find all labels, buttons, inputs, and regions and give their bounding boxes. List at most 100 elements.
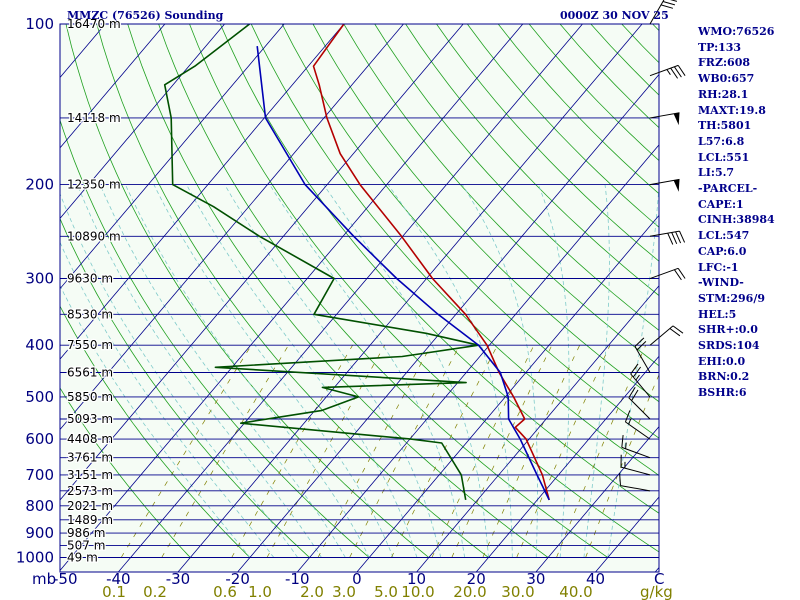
temperature-unit-label: C — [654, 570, 664, 588]
isotherm — [296, 557, 310, 572]
wind-barb — [634, 337, 651, 373]
height-label: 8530 m — [67, 307, 113, 321]
height-label: 3151 m — [67, 468, 113, 482]
height-label: 6561 m — [67, 365, 113, 379]
index-item: WB0:657 — [698, 72, 755, 86]
wind-barb — [649, 325, 684, 346]
mixing-ratio-tick-label: 5.0 — [374, 583, 398, 600]
height-label: 16470 m — [67, 17, 121, 31]
pressure-tick-label: 700 — [25, 466, 54, 484]
index-item: LCL:551 — [698, 150, 750, 164]
isotherm — [428, 285, 659, 558]
index-item: -PARCEL- — [698, 182, 758, 196]
temperature-tick-label: -20 — [225, 570, 250, 588]
height-label: 9630 m — [67, 272, 113, 286]
isotherm — [60, 24, 404, 431]
mixing-ratio-tick-label: 40.0 — [559, 583, 592, 600]
plot-frame — [59, 23, 660, 573]
index-item: L57:6.8 — [698, 134, 745, 148]
height-label: 507 m — [67, 539, 105, 553]
valid-time: 0000Z 30 NOV 25 — [560, 9, 669, 22]
pressure-tick-label: 100 — [25, 15, 54, 33]
temperature-tick-label: -50 — [53, 570, 78, 588]
index-item: STM:296/9 — [698, 291, 765, 305]
dry-adiabat — [776, 24, 800, 558]
index-item: CINH:38984 — [698, 213, 775, 227]
height-label: 4408 m — [67, 432, 113, 446]
isotherm — [715, 558, 727, 573]
moist-adiabat — [60, 284, 251, 558]
index-item: EHI:0.0 — [698, 354, 746, 368]
index-item: SHR+:0.0 — [698, 323, 758, 337]
pressure-tick-label: 200 — [25, 176, 54, 194]
height-label: 1489 m — [67, 513, 113, 527]
mixing-ratio-tick-label: 0.1 — [102, 583, 126, 600]
isotherm — [595, 557, 609, 572]
mixing-ratio-tick-label: 20.0 — [453, 583, 486, 600]
isotherm — [130, 24, 583, 558]
height-label: 14118 m — [67, 111, 121, 125]
pressure-tick-label: 900 — [25, 524, 54, 542]
mixing-ratio-tick-label: 30.0 — [501, 583, 534, 600]
wind-barb — [620, 454, 651, 476]
isotherm — [60, 24, 345, 360]
isotherm — [356, 557, 370, 572]
temperature-tick-label: -10 — [285, 570, 310, 588]
index-item: BRN:0.2 — [698, 370, 750, 384]
pressure-unit-label: mb — [32, 570, 56, 588]
index-item: SRDS:104 — [698, 339, 760, 353]
height-label: 3761 m — [67, 451, 113, 465]
index-item: FRZ:608 — [698, 56, 751, 70]
wind-barb — [649, 230, 686, 245]
pressure-tick-label: 400 — [25, 336, 54, 354]
stability-indices: WMO:76526 TP:133 FRZ:608 WB0:657 RH:28.1 MAXT… — [698, 24, 775, 401]
index-item: CAP:6.0 — [698, 244, 747, 258]
mixing-ratio-tick-label: 0.2 — [143, 583, 167, 600]
index-item: HEL:5 — [698, 307, 737, 321]
mixing-ratio-tick-label: 2.0 — [300, 583, 324, 600]
wind-barb — [619, 473, 651, 492]
moist-adiabat — [99, 184, 346, 558]
isotherm — [60, 557, 72, 572]
pressure-tick-label: 600 — [25, 430, 54, 448]
height-label: 49 m — [67, 551, 98, 565]
height-label: 2573 m — [67, 484, 113, 498]
isotherm — [488, 355, 659, 558]
wind-barb — [649, 267, 686, 281]
height-label: 10890 m — [67, 229, 121, 243]
isotherm — [177, 557, 191, 572]
isotherm — [70, 24, 524, 558]
temperature-line — [312, 24, 550, 501]
moist-adiabat — [186, 184, 418, 558]
parcel-line — [256, 46, 550, 501]
mixing-ratio-tick-label: 0.6 — [213, 583, 237, 600]
pressure-tick-label: 1000 — [16, 549, 54, 567]
mixing-ratio-tick-label: 10.0 — [401, 583, 434, 600]
wind-barb — [649, 64, 686, 79]
temperature-tick-label: 40 — [586, 570, 605, 588]
isotherm — [60, 24, 464, 501]
isotherm — [60, 24, 225, 219]
wind-barb — [628, 386, 651, 420]
height-label: 2021 m — [67, 499, 113, 513]
isotherm — [535, 557, 549, 572]
isotherm — [654, 566, 659, 572]
isotherm — [309, 144, 659, 558]
index-item: -WIND- — [698, 276, 744, 290]
wind-barb — [649, 178, 680, 192]
index-item: RH:28.1 — [698, 87, 749, 101]
isotherm — [60, 24, 166, 149]
moist-adiabat — [60, 241, 275, 558]
index-item: LFC:-1 — [698, 260, 739, 274]
isotherm — [249, 73, 659, 558]
isotherm — [237, 557, 251, 572]
index-item: TP:133 — [698, 40, 742, 54]
wind-barb — [624, 410, 651, 440]
wind-barb — [630, 363, 651, 398]
wind-barb — [621, 435, 651, 459]
isotherm — [0, 558, 11, 573]
temperature-tick-label: -40 — [106, 570, 131, 588]
height-label: 12350 m — [67, 178, 121, 192]
temperature-tick-label: 0 — [352, 570, 362, 588]
